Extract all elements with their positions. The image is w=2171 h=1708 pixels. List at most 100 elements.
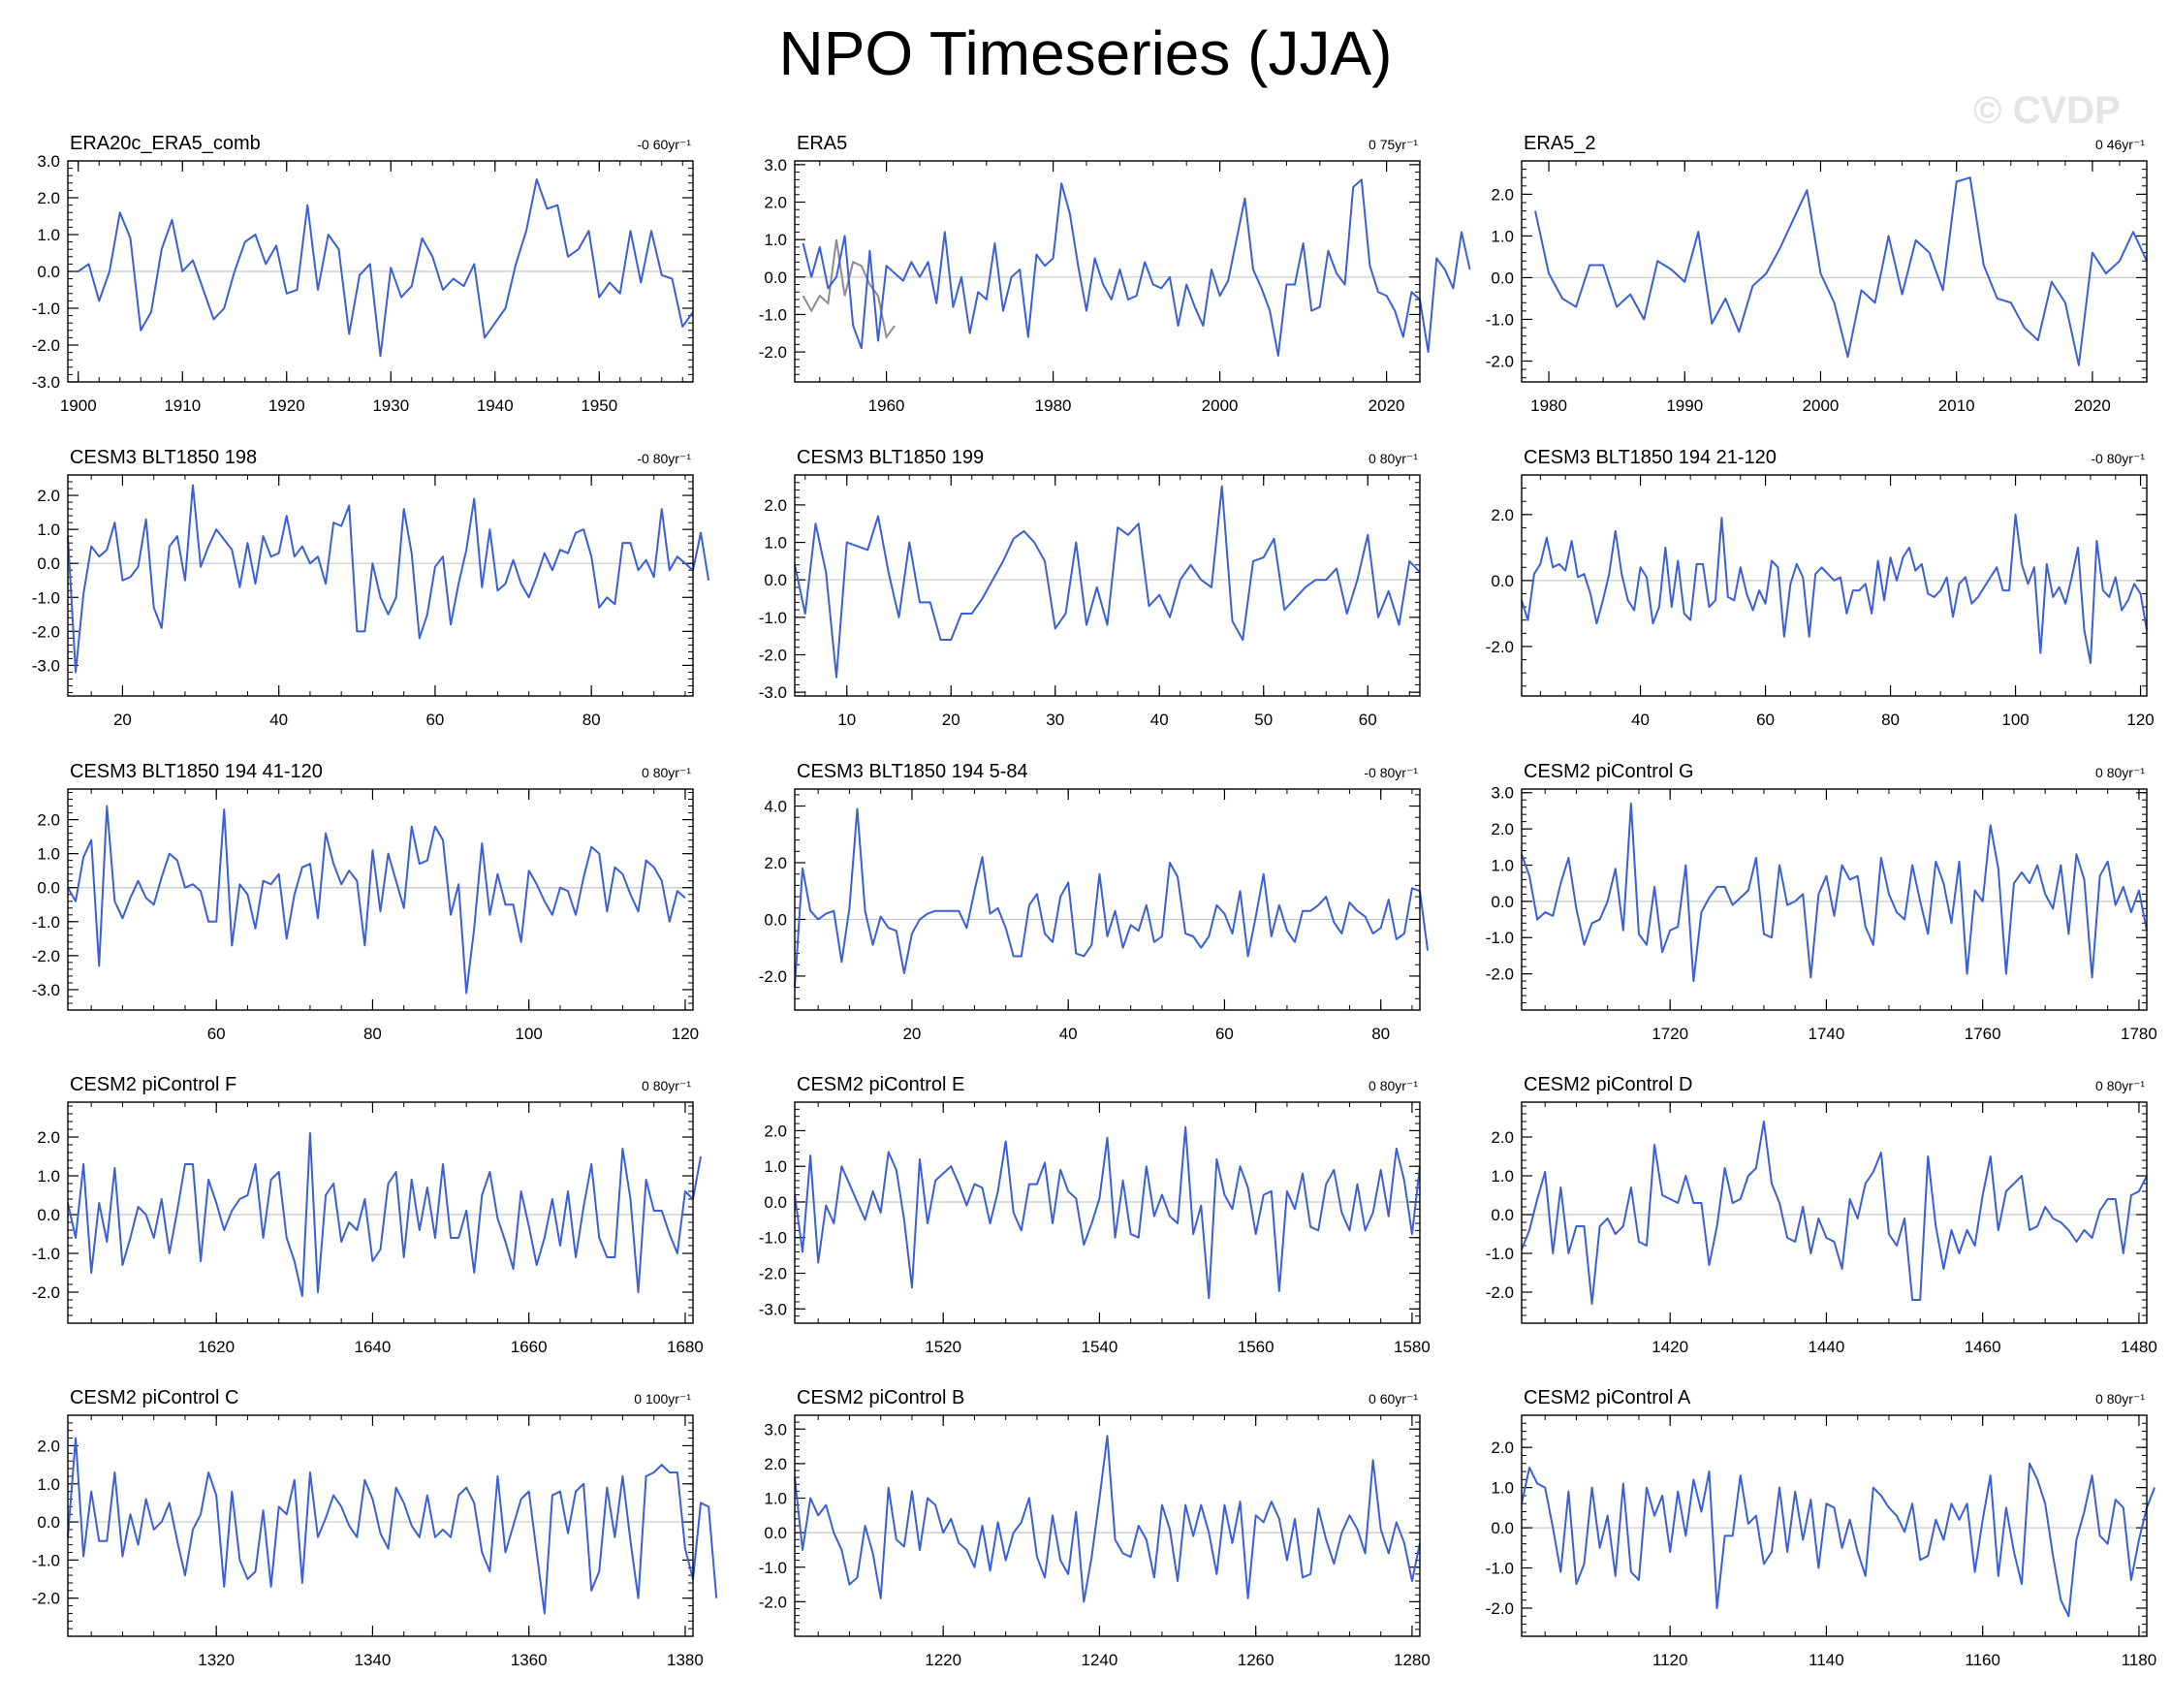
x-tick-label: 1140	[1809, 1651, 1844, 1669]
x-tick-label: 40	[1150, 711, 1169, 729]
panel-title: CESM3 BLT1850 198	[70, 447, 257, 468]
y-tick-label: -3.0	[32, 981, 60, 999]
y-tick-label: -2.0	[759, 343, 787, 362]
panel-frame	[1521, 1414, 2148, 1637]
x-tick-label: 1440	[1809, 1338, 1845, 1356]
y-tick-label: 2.0	[37, 1128, 60, 1147]
y-tick-label: -1.0	[759, 1559, 787, 1577]
panel-12: CESM2 piControl D 0 80yr⁻¹ -2.0 -1.0 0.0 1.0 2…	[1486, 1074, 2157, 1356]
panel-title: ERA5	[797, 133, 847, 154]
y-tick-label: 0.0	[1491, 1519, 1514, 1537]
x-tick-label: 50	[1254, 711, 1273, 729]
x-tick-label: 1360	[511, 1651, 548, 1669]
x-tick-label: 20	[113, 711, 132, 729]
y-tick-label: 0.0	[37, 879, 60, 898]
y-tick-label: -2.0	[32, 1590, 60, 1608]
series-line	[78, 178, 694, 358]
y-tick-label: -1.0	[1486, 1560, 1514, 1578]
x-tick-label: 120	[672, 1025, 699, 1043]
x-tick-label: 100	[516, 1025, 543, 1043]
y-tick-label: -2.0	[759, 967, 787, 986]
panel-frame	[794, 474, 1421, 697]
series-line	[802, 178, 1471, 357]
x-tick-label: 100	[2001, 711, 2029, 729]
y-tick-label: 1.0	[1491, 227, 1514, 245]
y-tick-label: -2.0	[1486, 1283, 1514, 1302]
y-tick-label: -2.0	[759, 1593, 787, 1611]
y-tick-label: -1.0	[32, 1245, 60, 1263]
y-tick-label: -2.0	[1486, 638, 1514, 656]
x-tick-label: 1680	[667, 1338, 704, 1356]
x-tick-label: 1380	[667, 1651, 704, 1669]
x-tick-label: 1720	[1652, 1025, 1688, 1043]
y-tick-label: 3.0	[37, 152, 60, 171]
y-tick-label: -2.0	[759, 1265, 787, 1283]
x-tick-label: 80	[1881, 711, 1900, 729]
x-tick-label: 20	[942, 711, 960, 729]
y-tick-label: 0.0	[764, 1193, 787, 1212]
x-tick-label: 1940	[477, 396, 514, 415]
panel-frame	[1521, 1101, 2148, 1324]
y-tick-label: 0.0	[37, 263, 60, 281]
x-tick-label: 60	[1756, 711, 1775, 729]
x-tick-label: 1320	[198, 1651, 235, 1669]
y-tick-label: 1.0	[37, 521, 60, 539]
panel-title: ERA5_2	[1524, 133, 1596, 154]
y-tick-label: 1.0	[764, 534, 787, 553]
x-tick-label: 2010	[1938, 396, 1975, 415]
y-tick-label: -1.0	[32, 300, 60, 318]
trend-label: -0 80yr⁻¹	[637, 451, 691, 466]
y-tick-label: 1.0	[1491, 1479, 1514, 1498]
x-tick-label: 1480	[2121, 1338, 2157, 1356]
panel-frame	[794, 788, 1421, 1011]
x-tick-label: 2020	[2074, 396, 2111, 415]
y-tick-label: 1.0	[1491, 1167, 1514, 1186]
x-tick-label: 1990	[1666, 396, 1703, 415]
y-tick-label: 0.0	[1491, 1206, 1514, 1224]
y-tick-label: 1.0	[37, 1475, 60, 1494]
panel-9: CESM2 piControl G 0 80yr⁻¹ -2.0 -1.0 0.0 1.0 2…	[1486, 761, 2157, 1043]
x-tick-label: 1980	[1530, 396, 1567, 415]
y-tick-label: -2.0	[1486, 1599, 1514, 1618]
y-tick-label: 3.0	[764, 1420, 787, 1439]
x-tick-label: 1910	[164, 396, 201, 415]
y-tick-label: -3.0	[32, 656, 60, 675]
trend-label: 0 46yr⁻¹	[2095, 137, 2145, 152]
x-tick-label: 60	[425, 711, 444, 729]
panel-title: CESM2 piControl E	[797, 1074, 964, 1095]
trend-label: -0 60yr⁻¹	[637, 137, 691, 152]
series-line	[794, 1125, 1421, 1300]
panel-frame	[67, 788, 694, 1011]
y-tick-label: 0.0	[1491, 572, 1514, 590]
panel-4: CESM3 BLT1850 198 -0 80yr⁻¹ -3.0 -2.0 -1.0 0.…	[32, 447, 710, 729]
x-tick-label: 1180	[2122, 1651, 2157, 1669]
x-tick-label: 1240	[1082, 1651, 1118, 1669]
x-tick-label: 1620	[198, 1338, 235, 1356]
x-tick-label: 1960	[868, 396, 905, 415]
x-tick-label: 1260	[1238, 1651, 1274, 1669]
x-tick-label: 30	[1046, 711, 1064, 729]
panel-frame	[1521, 474, 2148, 697]
y-tick-label: 3.0	[1491, 784, 1514, 803]
y-tick-label: -1.0	[1486, 1245, 1514, 1263]
panel-title: CESM2 piControl C	[70, 1387, 239, 1408]
x-tick-label: 2020	[1369, 396, 1405, 415]
panel-frame	[794, 1414, 1421, 1637]
series-line	[1521, 513, 2148, 664]
x-tick-label: 1980	[1035, 396, 1072, 415]
y-tick-label: 2.0	[1491, 506, 1514, 524]
x-tick-label: 1740	[1809, 1025, 1845, 1043]
x-tick-label: 1780	[2121, 1025, 2157, 1043]
y-tick-label: 0.0	[764, 269, 787, 287]
trend-label: 0 80yr⁻¹	[2095, 1391, 2145, 1407]
panel-frame	[794, 160, 1421, 383]
panel-3: ERA5_2 0 46yr⁻¹ -2.0 -1.0 0.0 1.0 2.0 1980 1990 2…	[1486, 133, 2148, 415]
series-line	[794, 485, 1421, 679]
trend-label: 0 80yr⁻¹	[2095, 1078, 2145, 1093]
trend-label: -0 80yr⁻¹	[1364, 765, 1418, 780]
x-tick-label: 1560	[1238, 1338, 1274, 1356]
x-tick-label: 120	[2126, 711, 2154, 729]
panel-title: CESM2 piControl D	[1524, 1074, 1693, 1095]
panel-frame	[67, 1101, 694, 1324]
y-tick-label: -2.0	[32, 1283, 60, 1302]
